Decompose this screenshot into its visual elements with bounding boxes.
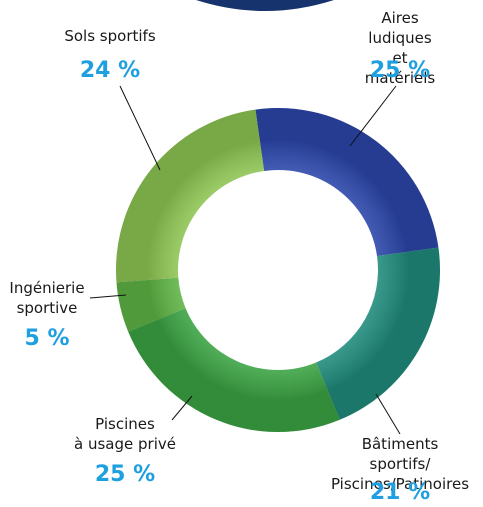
- value-label: 5 %: [24, 326, 70, 351]
- category-label: Piscines à usage privé: [74, 415, 176, 453]
- leader-line: [89, 294, 127, 299]
- decoration: [196, 0, 334, 11]
- leader-line: [375, 393, 401, 435]
- ring-shading: [116, 108, 440, 432]
- value-label: 25 %: [369, 58, 431, 83]
- leader-line: [349, 85, 397, 147]
- leader-line: [119, 85, 161, 171]
- value-label: 25 %: [94, 462, 156, 487]
- category-label: Aires ludiques et matériels: [364, 9, 436, 87]
- category-label: Sols sportifs: [64, 27, 156, 45]
- donut: [116, 108, 441, 432]
- category-label: Bâtiments sportifs/ Piscines/Patinoires: [330, 435, 470, 493]
- leader-line: [171, 395, 193, 421]
- value-label: 21 %: [369, 480, 431, 505]
- value-label: 24 %: [79, 58, 141, 83]
- category-label: Ingénierie sportive: [9, 279, 85, 317]
- leader-lines: [89, 85, 401, 435]
